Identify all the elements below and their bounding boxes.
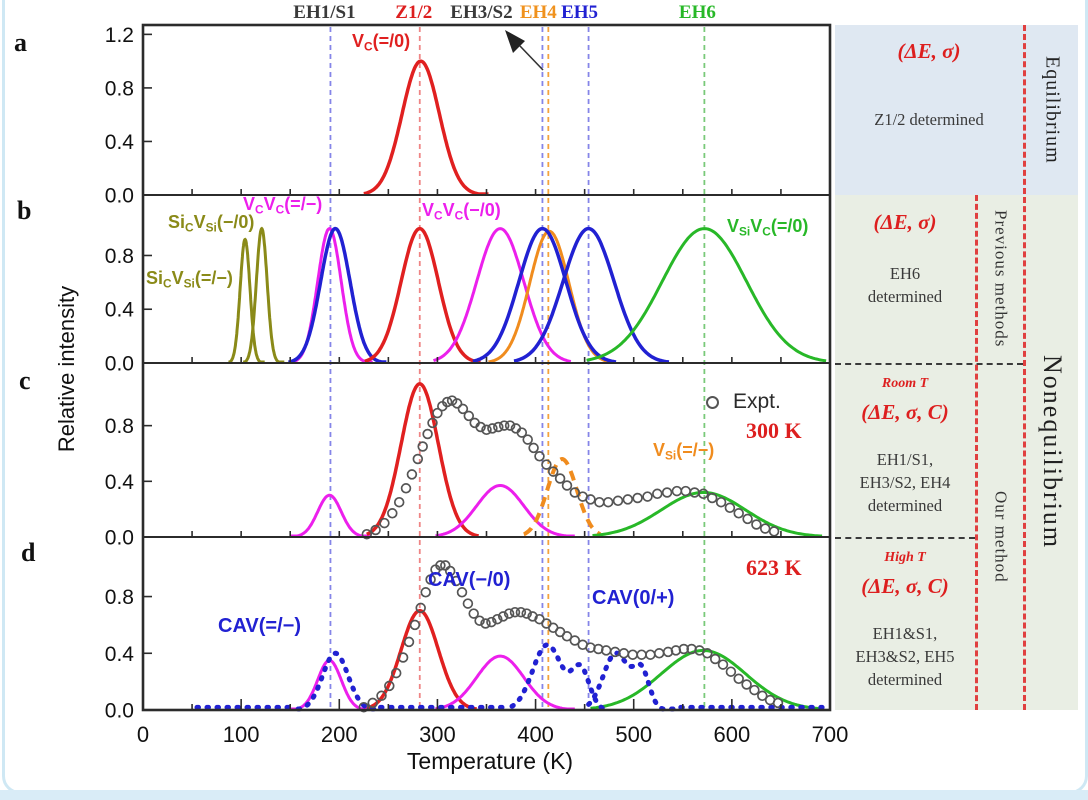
label-vsivc: VSiVC(=/0) xyxy=(727,216,809,239)
label-vcvc-m0: VCVC(−/0) xyxy=(422,200,501,223)
svg-text:0.4: 0.4 xyxy=(105,131,135,154)
regime-divider-line xyxy=(1023,25,1026,710)
determined-d-line2: EH3&S2, EH5 xyxy=(855,647,955,667)
label-cav-eq: CAV(=/−) xyxy=(218,615,301,637)
previous-methods-label: Previous methods xyxy=(991,210,1011,348)
level-label-eh3-s2: EH3/S2 xyxy=(450,2,513,23)
label-vcvc-eq: VCVC(=/−) xyxy=(243,194,323,217)
determined-c-line1: EH1/S1, xyxy=(876,450,934,469)
svg-text:0: 0 xyxy=(137,722,149,747)
temp-tag-623k: 623 K xyxy=(746,555,802,580)
panel-letter-b: b xyxy=(17,196,32,225)
params-a: (ΔE, σ) xyxy=(897,39,961,63)
svg-text:500: 500 xyxy=(615,722,652,747)
determined-a: Z1/2 determined xyxy=(874,110,984,129)
panel-letter-a: a xyxy=(14,28,27,57)
legend-expt: Expt. xyxy=(706,390,781,414)
svg-text:0.0: 0.0 xyxy=(105,353,134,376)
svg-text:0.4: 0.4 xyxy=(105,643,135,666)
level-label-z1-2: Z1/2 xyxy=(395,2,433,23)
level-label-eh1-s1: EH1/S1 xyxy=(293,2,356,23)
label-cav-0p: CAV(0/+) xyxy=(592,587,675,609)
panel-letter-c: c xyxy=(19,366,31,395)
label-sicvsi-m0: SiCVSi(−/0) xyxy=(168,212,255,235)
eh3-pointer-arrow xyxy=(505,30,544,71)
svg-text:300: 300 xyxy=(419,722,456,747)
determined-c-line3: determined xyxy=(867,496,943,516)
determined-c-line2: EH3/S2, EH4 xyxy=(859,473,951,493)
level-label-eh4: EH4 xyxy=(519,2,557,23)
regime-c: Room T xyxy=(881,376,929,391)
label-vsi-panel-c: VSi(=/−) xyxy=(653,440,715,463)
regime-d: High T xyxy=(884,550,926,565)
curves-panel-b xyxy=(228,226,827,364)
determined-c: EH1/S1, EH3/S2, EH4 determined xyxy=(835,448,975,517)
previous-our-divider xyxy=(835,363,1023,365)
svg-text:0.0: 0.0 xyxy=(105,700,134,723)
equilibrium-box-bg xyxy=(835,25,1078,195)
svg-text:0.0: 0.0 xyxy=(105,527,134,550)
svg-text:0.0: 0.0 xyxy=(105,185,134,208)
label-vc-panel-a: VC(=/0) xyxy=(352,31,411,54)
axis-ticks: 1.2 0.8 0.4 0.0 0.8 0.4 0.0 0.8 0.4 0.0 0.8 0.4 0.0 xyxy=(105,24,782,723)
plot-frame xyxy=(141,23,832,712)
determined-b-line2: determined xyxy=(867,287,943,307)
svg-text:600: 600 xyxy=(713,722,750,747)
x-tick-labels: 0 100 200 300 400 500 600 700 xyxy=(137,722,848,747)
determined-d-line1: EH1&S1, xyxy=(872,624,938,643)
determined-b-line1: EH6 xyxy=(889,264,921,283)
params-d: (ΔE, σ, C) xyxy=(861,574,949,598)
our-method-label: Our method xyxy=(991,490,1011,583)
level-label-eh5: EH5 xyxy=(561,2,599,23)
expt-points-c xyxy=(361,395,780,540)
x-axis-title: Temperature (K) xyxy=(406,748,574,774)
determined-d: EH1&S1, EH3&S2, EH5 determined xyxy=(835,622,975,691)
legend-expt-label: Expt. xyxy=(733,390,781,413)
panel-letter-d: d xyxy=(21,538,36,567)
level-label-row: EH1/S1 Z1/2 EH3/S2 EH4 EH5 EH6 xyxy=(0,0,1088,26)
y-axis-title: Relative intensity xyxy=(54,285,79,453)
method-divider-line xyxy=(975,195,978,710)
svg-text:400: 400 xyxy=(517,722,554,747)
svg-text:0.8: 0.8 xyxy=(105,586,134,609)
page-bottom-band xyxy=(0,790,1088,800)
temp-tag-300k: 300 K xyxy=(746,418,802,443)
svg-text:0.4: 0.4 xyxy=(105,299,135,322)
params-c: (ΔE, σ, C) xyxy=(861,400,949,424)
params-b: (ΔE, σ) xyxy=(873,210,937,234)
svg-text:700: 700 xyxy=(812,722,849,747)
svg-text:0.8: 0.8 xyxy=(105,415,134,438)
svg-text:200: 200 xyxy=(321,722,358,747)
svg-text:1.2: 1.2 xyxy=(105,24,134,47)
svg-text:0.4: 0.4 xyxy=(105,471,135,494)
equilibrium-label: Equilibrium xyxy=(1041,56,1064,164)
label-cav-m0: CAV(−/0) xyxy=(428,569,511,591)
level-label-eh6: EH6 xyxy=(678,2,716,23)
curves-panel-a xyxy=(363,59,489,196)
svg-text:0.8: 0.8 xyxy=(105,245,134,268)
expt-circle-icon xyxy=(706,395,719,409)
svg-text:100: 100 xyxy=(223,722,260,747)
label-sicvsi-eq: SiCVSi(=/−) xyxy=(146,268,233,291)
expt-points-d xyxy=(358,560,784,713)
nonequilibrium-box-bg xyxy=(835,195,1078,710)
nonequilibrium-label: Nonequilibrium xyxy=(1038,355,1067,550)
room-high-divider xyxy=(835,537,975,539)
determined-b: EH6 determined xyxy=(835,262,975,308)
svg-text:0.8: 0.8 xyxy=(105,77,134,100)
determined-d-line3: determined xyxy=(867,670,943,690)
